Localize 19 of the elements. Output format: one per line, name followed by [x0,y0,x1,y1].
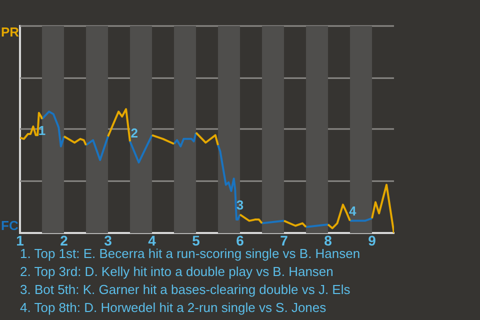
x-tick-label: 8 [324,232,332,248]
text: 4. Top 8th: D. Horwedel hit a 2-run single vs S. Jones [20,299,328,317]
text: 3. Bot 5th: K. Garner hit a bases-clearing double vs J. Els [20,281,352,299]
x-tick-label: 7 [280,232,288,248]
x-tick-label: 2 [60,232,68,248]
text: FC [1,218,19,233]
x-tick-label: 4 [148,232,156,248]
text: PR [1,24,20,40]
annotation: 3 [236,197,244,212]
text: 2. Top 3rd: D. Kelly hit into a double play vs B. Hansen [20,263,334,281]
x-tick-label: 6 [236,232,244,248]
annotation: 4 [349,204,358,219]
annotation: 1 [38,123,46,138]
x-tick-label: 1 [16,232,24,248]
x-tick-label: 3 [104,232,112,248]
x-tick-label: 9 [368,232,376,248]
text: 1. Top 1st: E. Becerra hit a run-scoring single vs B. Hansen [20,246,360,263]
annotation: 2 [130,126,138,141]
x-tick-label: 5 [192,232,200,248]
